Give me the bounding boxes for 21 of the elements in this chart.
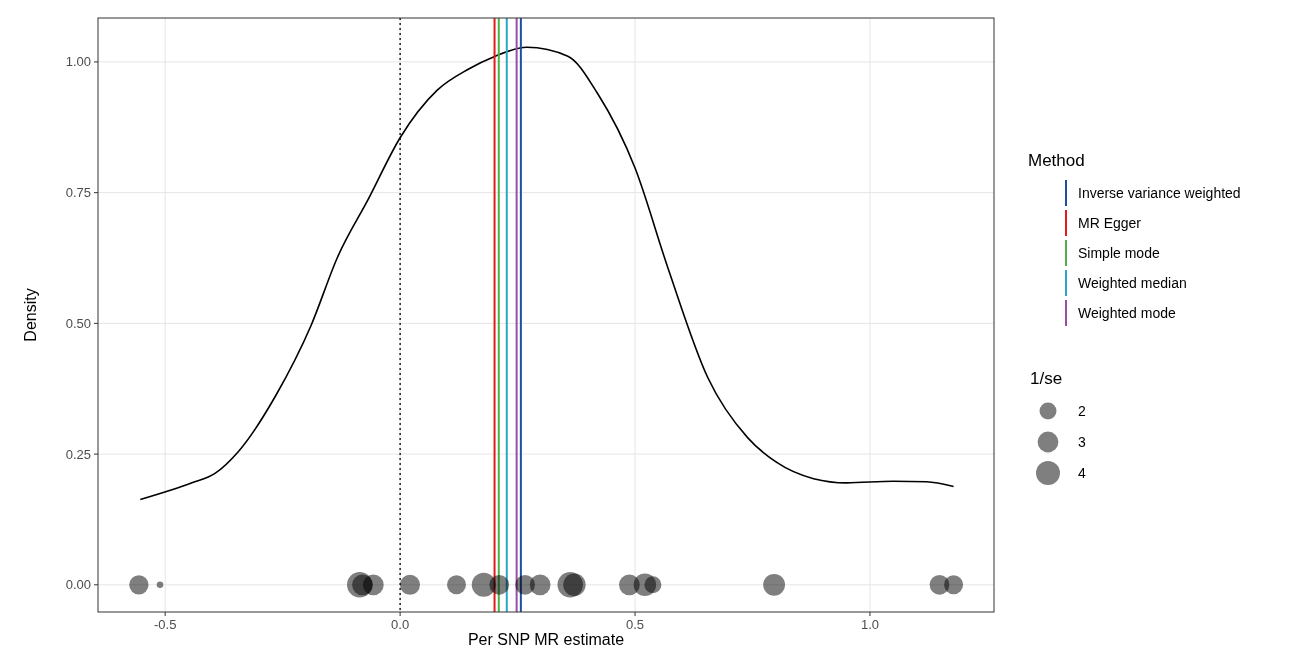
x-tick-label: 0.5 <box>626 617 645 632</box>
x-tick-label: 1.0 <box>860 617 879 632</box>
y-tick-label: 0.75 <box>65 185 91 201</box>
x-axis-title: Per SNP MR estimate <box>467 631 625 648</box>
legend-label: MR Egger <box>1078 215 1142 231</box>
legend-label: Weighted mode <box>1078 305 1177 321</box>
y-tick-label: 0.50 <box>65 315 91 331</box>
legend-label: Simple mode <box>1078 245 1160 261</box>
y-tick-label: 0.25 <box>65 446 91 462</box>
y-tick-label: 1.00 <box>65 54 91 70</box>
text: 1/se <box>1030 369 1063 388</box>
x-tick-label: 0.0 <box>391 617 410 632</box>
legend-title: Method <box>1028 151 1085 170</box>
legend-label: Inverse variance weighted <box>1078 185 1241 201</box>
legend-label: Weighted median <box>1078 275 1187 291</box>
y-axis-title: Density <box>22 288 39 342</box>
legend-label: 3 <box>1078 434 1086 450</box>
legend-label: 2 <box>1078 403 1086 419</box>
legend-label: 4 <box>1078 465 1086 481</box>
y-tick-label: 0.00 <box>65 577 91 593</box>
x-tick-label: -0.5 <box>153 617 177 632</box>
